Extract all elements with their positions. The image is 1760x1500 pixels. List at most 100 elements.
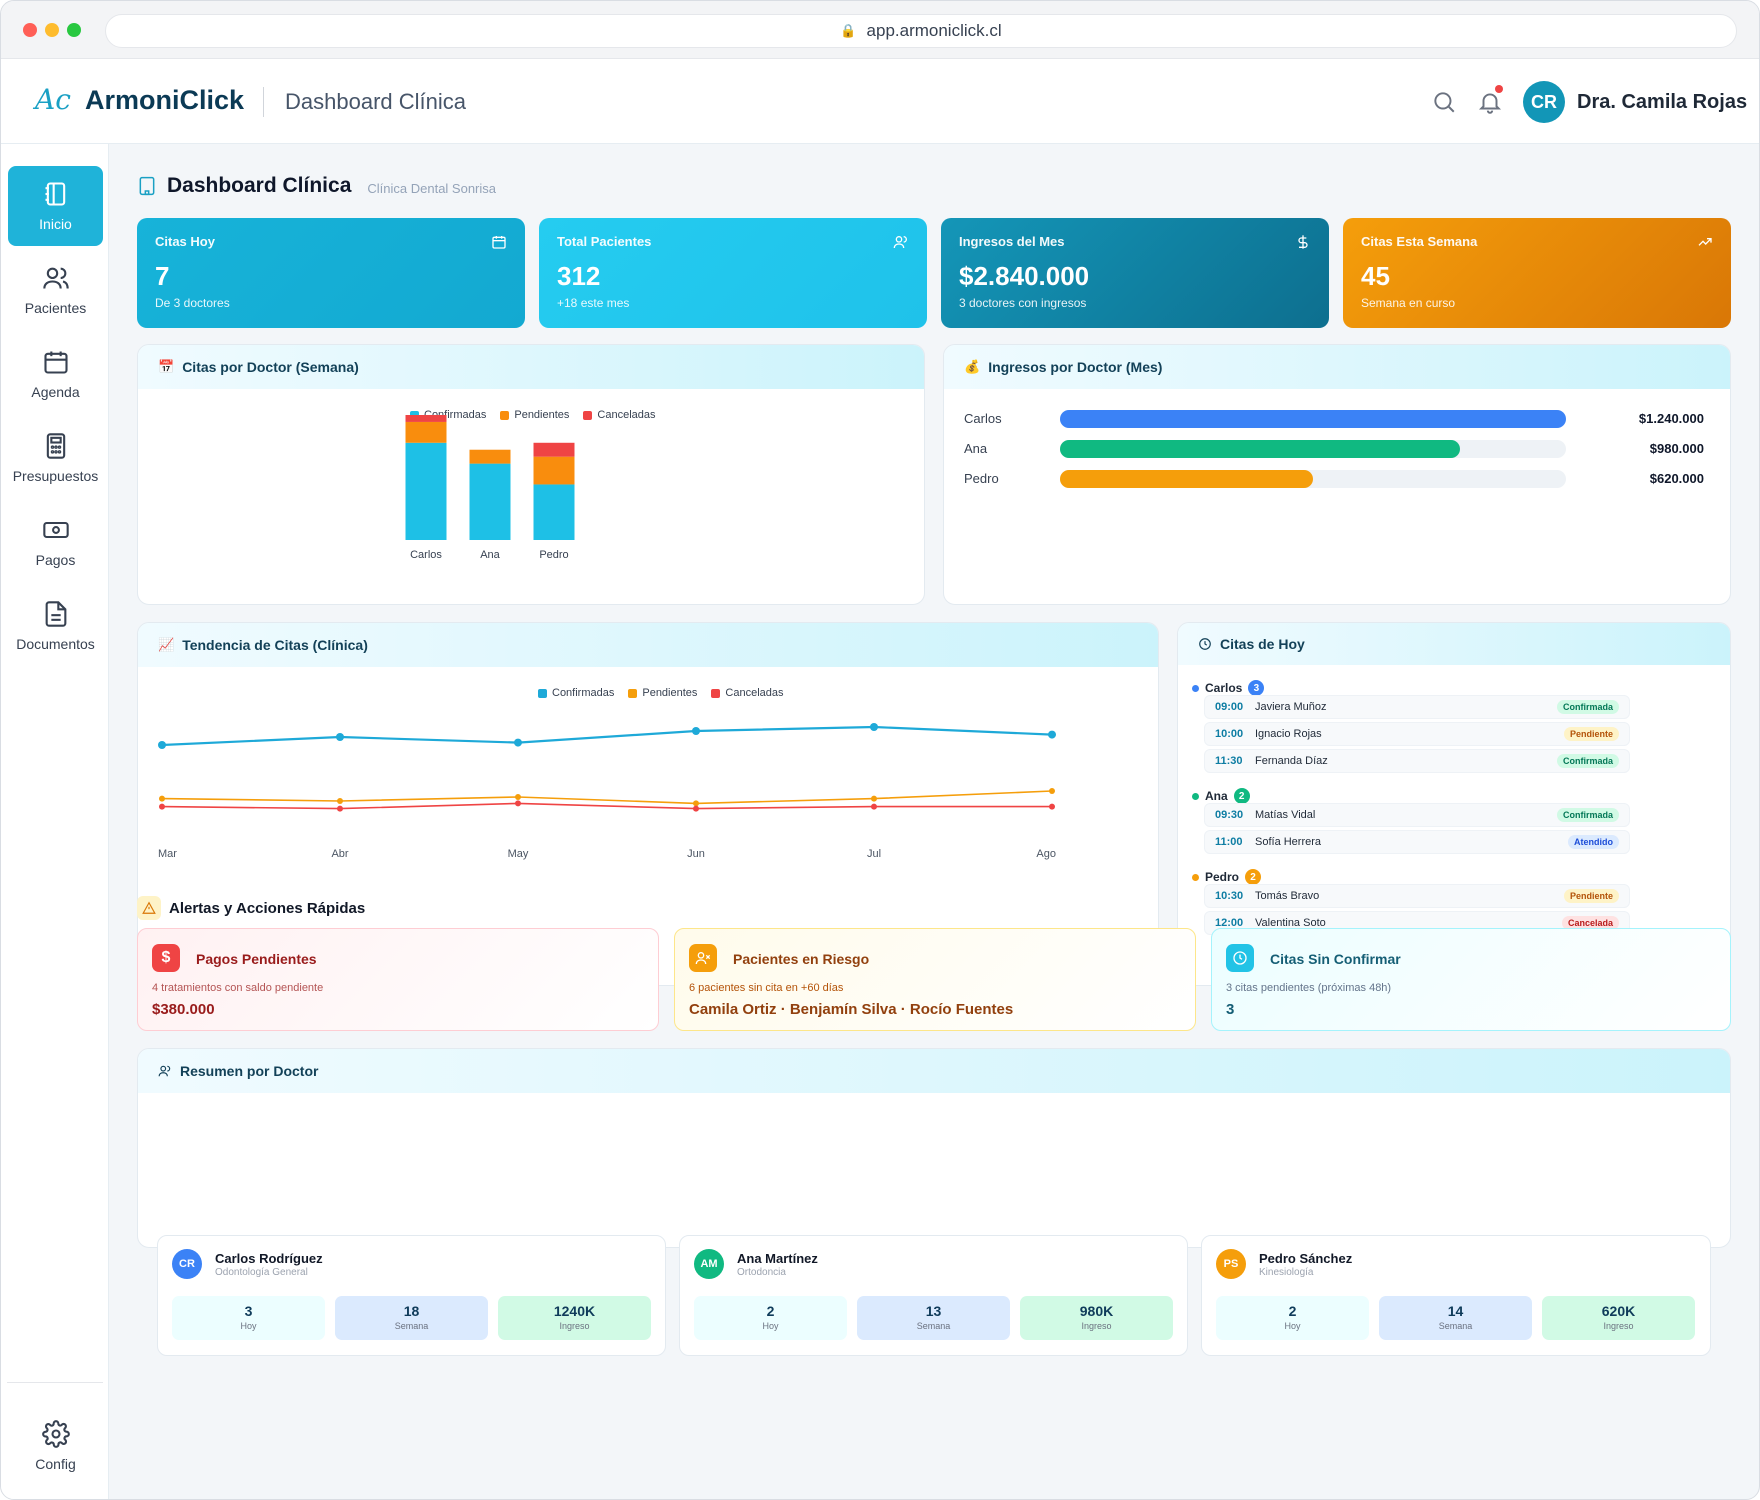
close-window-button[interactable]	[23, 23, 37, 37]
stat-label: Ingreso	[1081, 1321, 1112, 1331]
kpi-citas-semana[interactable]: Citas Esta Semana 45 Semana en curso	[1343, 218, 1731, 328]
legend-label: Confirmadas	[552, 687, 615, 699]
alert-citas-sin-confirmar[interactable]: Citas Sin Confirmar 3 citas pendientes (…	[1211, 928, 1731, 1031]
bar-segment-canceladas[interactable]	[405, 415, 447, 422]
data-point[interactable]	[158, 741, 166, 749]
data-point[interactable]	[159, 795, 165, 802]
stat-label: Semana	[394, 1321, 429, 1331]
search-icon[interactable]	[1431, 89, 1457, 115]
main-content: Dashboard Clínica Clínica Dental Sonrisa…	[109, 144, 1759, 1499]
stat-label: Hoy	[240, 1321, 257, 1331]
status-badge: Pendiente	[1563, 727, 1619, 741]
data-point[interactable]	[337, 798, 343, 804]
data-point[interactable]	[871, 795, 877, 802]
data-point[interactable]	[514, 738, 522, 747]
bar-segment-confirmadas[interactable]	[405, 442, 447, 540]
bar-segment-confirmadas[interactable]	[469, 463, 511, 540]
card-header: Citas de Hoy	[1178, 623, 1730, 665]
doctor-dot	[1192, 684, 1199, 692]
page-subtitle: Clínica Dental Sonrisa	[367, 180, 497, 196]
kpi-ingresos-mes[interactable]: Ingresos del Mes $2.840.000 3 doctores c…	[941, 218, 1329, 328]
kpi-total-pacientes[interactable]: Total Pacientes 312 +18 este mes	[539, 218, 927, 328]
ingreso-doctor-name: Pedro	[964, 471, 999, 486]
stat-semana: 14 Semana	[1379, 1296, 1532, 1340]
doctor-group-carlos: Carlos 3	[1192, 680, 1265, 696]
appointment-row[interactable]: 11:00 Sofía Herrera Atendido	[1204, 830, 1630, 854]
stat-value: 3	[244, 1303, 253, 1319]
gear-icon	[41, 1420, 70, 1448]
doctor-summary-ana[interactable]: AM Ana Martínez Ortodoncia 2 Hoy 13 Semana…	[679, 1235, 1188, 1356]
doctor-group-pedro: Pedro 2	[1192, 869, 1262, 885]
doctor-name: Carlos Rodríguez	[215, 1251, 323, 1266]
data-point[interactable]	[336, 733, 344, 741]
data-point[interactable]	[515, 794, 521, 800]
doctor-summary-pedro[interactable]: PS Pedro Sánchez Kinesiología 2 Hoy 14 Sem…	[1201, 1235, 1711, 1356]
data-point[interactable]	[1048, 730, 1056, 739]
brand-name[interactable]: ArmoniClick	[85, 85, 245, 115]
trending-up-icon	[1698, 238, 1712, 246]
sidebar-item-pagos[interactable]: Pagos	[8, 502, 103, 582]
data-point[interactable]	[1049, 803, 1055, 810]
bar-segment-pendientes[interactable]	[405, 421, 447, 443]
stat-label: Hoy	[1284, 1321, 1301, 1331]
sidebar-item-label: Agenda	[31, 384, 80, 400]
kpi-citas-hoy[interactable]: Citas Hoy 7 De 3 doctores	[137, 218, 525, 328]
kpi-sub: Semana en curso	[1361, 296, 1456, 310]
alert-pacientes-riesgo[interactable]: Pacientes en Riesgo 6 pacientes sin cita…	[674, 928, 1196, 1031]
stat-hoy: 3 Hoy	[172, 1296, 325, 1340]
appointment-row[interactable]: 10:00 Ignacio Rojas Pendiente	[1204, 722, 1630, 746]
sidebar-item-documentos[interactable]: Documentos	[8, 586, 103, 666]
header-divider	[263, 87, 264, 117]
appointment-row[interactable]: 09:00 Javiera Muñoz Confirmada	[1204, 695, 1630, 719]
alerts-title: Alertas y Acciones Rápidas	[169, 899, 366, 917]
sidebar-item-presupuestos[interactable]: Presupuestos	[8, 418, 103, 498]
address-bar[interactable]: 🔒 app.armoniclick.cl	[105, 14, 1737, 48]
minimize-window-button[interactable]	[45, 23, 59, 37]
stat-hoy: 2 Hoy	[694, 1296, 847, 1340]
legend-label: Canceladas	[597, 409, 656, 421]
card-title: Citas por Doctor (Semana)	[182, 359, 359, 375]
doctor-avatar: CR	[172, 1249, 202, 1279]
appointment-row[interactable]: 11:30 Fernanda Díaz Confirmada	[1204, 749, 1630, 773]
doctor-avatar: AM	[694, 1249, 724, 1279]
user-avatar[interactable]: CR	[1523, 81, 1565, 123]
appointment-row[interactable]: 09:30 Matías Vidal Confirmada	[1204, 803, 1630, 827]
data-point[interactable]	[337, 805, 343, 812]
doctor-summary-carlos[interactable]: CR Carlos Rodríguez Odontología General …	[157, 1235, 666, 1356]
tendencia-card: 📈 Tendencia de Citas (Clínica) Confirmad…	[137, 622, 1159, 986]
data-point[interactable]	[870, 723, 878, 731]
legend-label: Pendientes	[642, 687, 698, 699]
kpi-label: Citas Hoy	[155, 234, 215, 249]
data-point[interactable]	[159, 803, 165, 810]
status-badge: Pendiente	[1563, 889, 1619, 903]
data-point[interactable]	[692, 727, 700, 735]
stat-label: Semana	[916, 1321, 951, 1331]
data-point[interactable]	[1049, 788, 1055, 794]
card-header: 📅 Citas por Doctor (Semana)	[138, 345, 924, 389]
data-point[interactable]	[693, 805, 699, 812]
user-name[interactable]: Dra. Camila Rojas	[1577, 91, 1748, 113]
building-icon	[139, 176, 155, 196]
bar-segment-pendientes[interactable]	[533, 456, 575, 485]
legend-swatch	[583, 410, 593, 420]
logo-icon: Ac	[35, 83, 71, 116]
appointment-row[interactable]: 10:30 Tomás Bravo Pendiente	[1204, 884, 1630, 908]
alert-pagos-pendientes[interactable]: $ Pagos Pendientes 4 tratamientos con sa…	[137, 928, 659, 1031]
bar-segment-pendientes[interactable]	[469, 449, 511, 464]
x-tick-label: Mar	[158, 848, 177, 860]
bar-segment-confirmadas[interactable]	[533, 484, 575, 540]
sidebar-item-agenda[interactable]: Agenda	[8, 334, 103, 414]
browser-titlebar: 🔒 app.armoniclick.cl	[1, 1, 1759, 59]
data-point[interactable]	[515, 800, 521, 807]
stat-value: 1240K	[553, 1303, 596, 1319]
ingreso-bar-track	[1060, 440, 1566, 458]
bell-icon[interactable]	[1477, 89, 1503, 115]
sidebar-item-pacientes[interactable]: Pacientes	[8, 250, 103, 330]
bar-segment-canceladas[interactable]	[533, 442, 575, 457]
sidebar-item-inicio[interactable]: Inicio	[8, 166, 103, 246]
data-point[interactable]	[871, 803, 877, 810]
maximize-window-button[interactable]	[67, 23, 81, 37]
sidebar-item-config[interactable]: Config	[8, 1406, 103, 1486]
warning-icon	[137, 896, 161, 920]
data-point[interactable]	[693, 800, 699, 807]
